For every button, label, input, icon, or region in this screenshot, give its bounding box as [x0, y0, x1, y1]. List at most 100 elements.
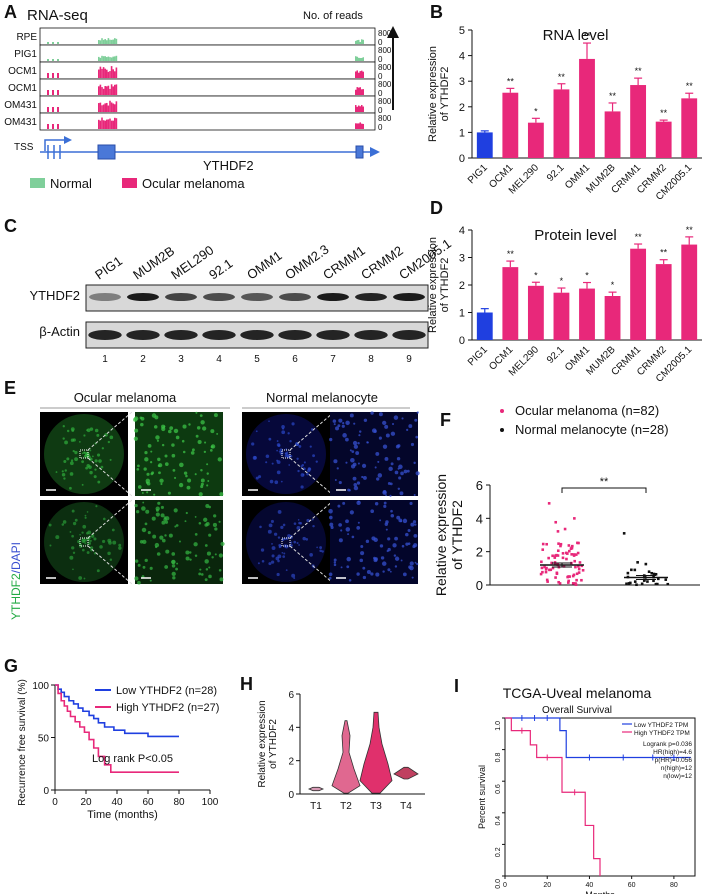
cell-dot: [349, 449, 352, 452]
band: [164, 330, 198, 340]
stat-line: n(high)=12: [661, 765, 693, 772]
cell-dot: [109, 458, 112, 461]
cell-dot: [210, 429, 215, 434]
read-peak: [362, 39, 364, 44]
cell-dot: [83, 434, 86, 437]
cell-dot: [333, 459, 338, 464]
cell-dot: [208, 566, 211, 569]
y-tick-label: 0: [288, 790, 294, 801]
track-min: 0: [378, 55, 383, 64]
track-label: RPE: [16, 32, 37, 43]
cell-dot: [385, 520, 389, 524]
cell-dot: [198, 572, 202, 576]
x-tick-label: 20: [80, 797, 92, 808]
cell-dot: [198, 492, 203, 497]
cell-dot: [283, 552, 286, 555]
cell-dot: [276, 443, 281, 447]
cell-dot: [96, 453, 101, 457]
cell-dot: [109, 558, 113, 561]
tss-arrow: [44, 139, 66, 151]
cell-dot: [164, 516, 170, 521]
cell-dot: [150, 450, 153, 453]
cell-dot: [146, 491, 149, 494]
cell-dot: [164, 520, 169, 524]
cell-dot: [375, 572, 380, 577]
cell-dot: [133, 416, 139, 421]
cell-dot: [71, 509, 75, 513]
cell-dot: [82, 548, 85, 552]
cell-dot: [278, 543, 282, 547]
cell-dot: [358, 434, 361, 437]
cell-dot: [384, 457, 389, 461]
cell-dot: [69, 555, 74, 560]
read-peak: [355, 105, 357, 112]
cell-dot: [287, 432, 290, 435]
cell-dot: [218, 568, 222, 572]
data-point: [574, 553, 578, 556]
cell-dot: [363, 418, 368, 422]
cell-dot: [350, 457, 355, 463]
bar: [579, 58, 595, 158]
cell-dot: [357, 441, 360, 445]
cell-dot: [394, 470, 399, 475]
read-peak: [358, 105, 360, 112]
track-min: 0: [378, 72, 383, 81]
cell-dot: [398, 518, 403, 523]
cell-dot: [349, 413, 354, 418]
bar: [630, 248, 647, 340]
cell-dot: [394, 565, 398, 568]
cell-dot: [164, 454, 168, 458]
cell-dot: [309, 553, 313, 557]
read-peak: [109, 88, 111, 95]
read-peak: [115, 67, 118, 78]
read-peak: [356, 40, 358, 44]
read-peak: [109, 100, 111, 112]
cell-dot: [357, 521, 360, 524]
cell-dot: [82, 524, 87, 529]
data-point: [571, 544, 574, 548]
data-point: [654, 572, 658, 576]
cell-dot: [268, 523, 273, 528]
read-peak: [98, 103, 100, 112]
cell-dot: [194, 516, 197, 518]
cell-dot: [160, 482, 163, 486]
cell-dot: [380, 556, 385, 560]
cell-dot: [402, 518, 408, 524]
cell-dot: [271, 543, 273, 545]
gene-label: YTHDF2: [203, 158, 254, 173]
read-peak: [99, 102, 102, 112]
read-peak: [98, 86, 100, 95]
cell-dot: [161, 520, 166, 525]
track-min: 0: [378, 89, 383, 98]
cell-dot: [95, 505, 98, 508]
cell-dot: [134, 503, 138, 508]
cell-dot: [89, 546, 94, 550]
cell-dot: [144, 451, 148, 455]
cell-dot: [137, 464, 140, 468]
read-peak: [47, 90, 49, 95]
cell-dot: [184, 520, 187, 523]
cell-dot: [338, 480, 342, 485]
cell-dot: [181, 439, 185, 443]
read-peak: [104, 39, 106, 44]
cell-dot: [312, 454, 316, 458]
data-point: [640, 582, 644, 586]
violin: [307, 786, 325, 792]
cell-dot: [172, 576, 176, 580]
cell-dot: [187, 478, 192, 483]
cell-dot: [415, 435, 419, 439]
cell-dot: [175, 435, 180, 440]
cell-dot: [62, 437, 65, 440]
cell-dot: [72, 568, 74, 571]
cell-dot: [118, 546, 122, 550]
read-peak: [107, 38, 110, 44]
read-peak: [114, 56, 116, 61]
cell-dot: [167, 491, 171, 495]
chart-title: Protein level: [534, 227, 617, 244]
data-point: [666, 582, 670, 586]
cell-dot: [171, 571, 176, 577]
read-peak: [106, 102, 108, 112]
lane-number: 1: [102, 354, 108, 365]
cell-dot: [154, 545, 158, 549]
cell-dot: [389, 482, 393, 486]
